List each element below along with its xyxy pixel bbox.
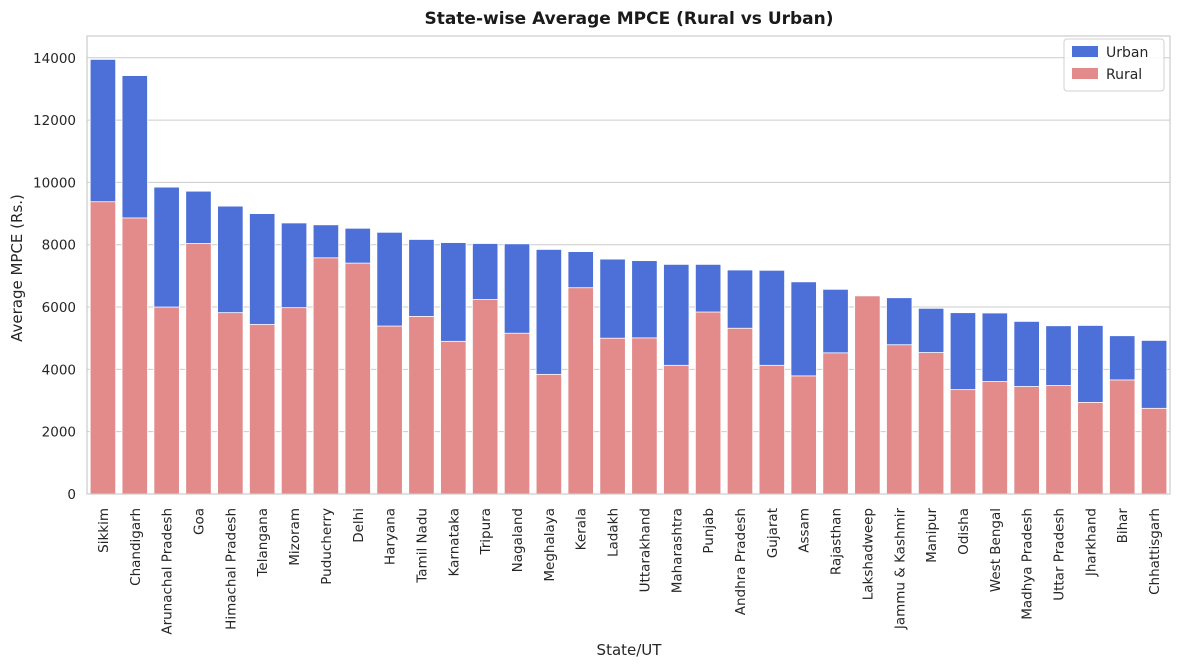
x-tick-label: Ladakh — [606, 508, 622, 557]
x-tick-label: Chandigarh — [128, 508, 144, 586]
rural-bar — [217, 312, 244, 495]
x-tick-label: Haryana — [383, 508, 399, 565]
y-tick-label: 4000 — [42, 362, 76, 378]
rural-bar — [312, 257, 340, 495]
rural-bar — [503, 332, 531, 495]
x-tick-label: Gujarat — [765, 508, 781, 558]
rural-bar — [886, 344, 913, 495]
rural-bar — [1045, 385, 1072, 495]
rural-bar — [280, 307, 308, 495]
x-tick-label: Meghalaya — [542, 508, 558, 582]
rural-legend-label: Rural — [1106, 67, 1142, 83]
rural-bar — [1077, 401, 1104, 495]
urban-legend-swatch — [1072, 46, 1098, 57]
rural-legend-swatch — [1072, 68, 1098, 79]
x-tick-label: Odisha — [956, 508, 972, 555]
x-tick-label: Uttarakhand — [637, 508, 653, 592]
x-tick-label: Puducherry — [319, 508, 335, 585]
rural-bar — [726, 327, 754, 495]
rural-bar — [153, 306, 180, 495]
x-tick-label: Arunachal Pradesh — [160, 508, 176, 635]
x-tick-label: Rajasthan — [829, 508, 845, 575]
rural-bar — [854, 295, 881, 495]
x-tick-label: Tripura — [478, 508, 494, 556]
x-axis-label: State/UT — [597, 641, 663, 659]
rural-bar — [599, 337, 626, 495]
rural-bar — [1140, 407, 1168, 495]
x-tick-label: Assam — [797, 508, 813, 553]
rural-bar — [790, 375, 817, 495]
x-tick-label: Manipur — [924, 508, 940, 563]
x-tick-label: Madhya Pradesh — [1020, 508, 1036, 620]
x-tick-label: Telangana — [255, 508, 271, 578]
rural-bar — [822, 352, 849, 495]
x-tick-label: Tamil Nadu — [414, 508, 430, 584]
y-tick-label: 8000 — [42, 238, 76, 254]
rural-bar — [89, 201, 117, 495]
x-tick-label: Karnataka — [446, 508, 462, 576]
x-tick-label: Lakshadweep — [860, 508, 876, 600]
x-tick-label: Bihar — [1115, 508, 1131, 544]
x-tick-label: Nagaland — [510, 508, 526, 572]
rural-bar — [121, 217, 148, 495]
rural-bar — [535, 373, 563, 495]
rural-bar — [949, 389, 977, 495]
x-tick-label: West Bengal — [988, 508, 1004, 592]
plot-frame — [86, 35, 1171, 495]
y-tick-labels: 0 2000 4000 6000 8000 10000 12000 14000 — [33, 51, 76, 503]
rural-bar — [663, 364, 690, 495]
x-tick-label: Jharkhand — [1083, 508, 1099, 577]
rural-bar — [344, 262, 371, 495]
rural-bar — [1013, 386, 1040, 495]
legend: Urban Rural — [1063, 38, 1165, 92]
x-tick-label: Sikkim — [96, 508, 112, 553]
rural-bar — [408, 316, 435, 495]
rural-bar — [631, 337, 658, 495]
y-axis-label: Average MPCE (Rs.) — [8, 194, 26, 342]
x-tick-label: Goa — [191, 508, 207, 535]
x-tick-label: Punjab — [701, 508, 717, 554]
x-tick-label: Andhra Pradesh — [733, 508, 749, 615]
x-tick-labels: Sikkim Chandigarh Arunachal Pradesh Goa Hima… — [96, 508, 1163, 635]
x-tick-label: Maharashtra — [669, 508, 685, 593]
axes — [86, 35, 1171, 495]
x-tick-label: Himachal Pradesh — [223, 508, 239, 630]
y-tick-label: 14000 — [33, 51, 76, 67]
rural-bar — [981, 381, 1008, 495]
chart-title: State-wise Average MPCE (Rural vs Urban) — [424, 9, 833, 29]
y-tick-label: 2000 — [42, 425, 76, 441]
x-tick-label: Mizoram — [287, 508, 303, 566]
rural-bar — [1109, 379, 1136, 495]
rural-bar — [694, 311, 722, 495]
y-tick-label: 12000 — [33, 113, 76, 129]
rural-bar — [567, 287, 594, 495]
rural-bar — [472, 299, 499, 495]
y-tick-label: 10000 — [33, 175, 76, 191]
x-tick-label: Kerala — [574, 508, 590, 550]
rural-bar — [758, 364, 785, 495]
x-tick-label: Uttar Pradesh — [1052, 508, 1068, 601]
urban-legend-label: Urban — [1106, 45, 1148, 61]
x-tick-label: Jammu & Kashmir — [892, 508, 908, 631]
y-tick-label: 0 — [67, 487, 76, 503]
rural-bar — [185, 243, 212, 495]
x-tick-label: Chhattisgarh — [1147, 508, 1163, 595]
rural-bar — [376, 325, 403, 495]
y-tick-label: 6000 — [42, 300, 76, 316]
rural-bar — [249, 324, 276, 495]
rural-bar — [917, 352, 945, 495]
rural-bar — [440, 340, 467, 495]
bars — [89, 58, 1168, 495]
x-tick-label: Delhi — [351, 508, 367, 543]
